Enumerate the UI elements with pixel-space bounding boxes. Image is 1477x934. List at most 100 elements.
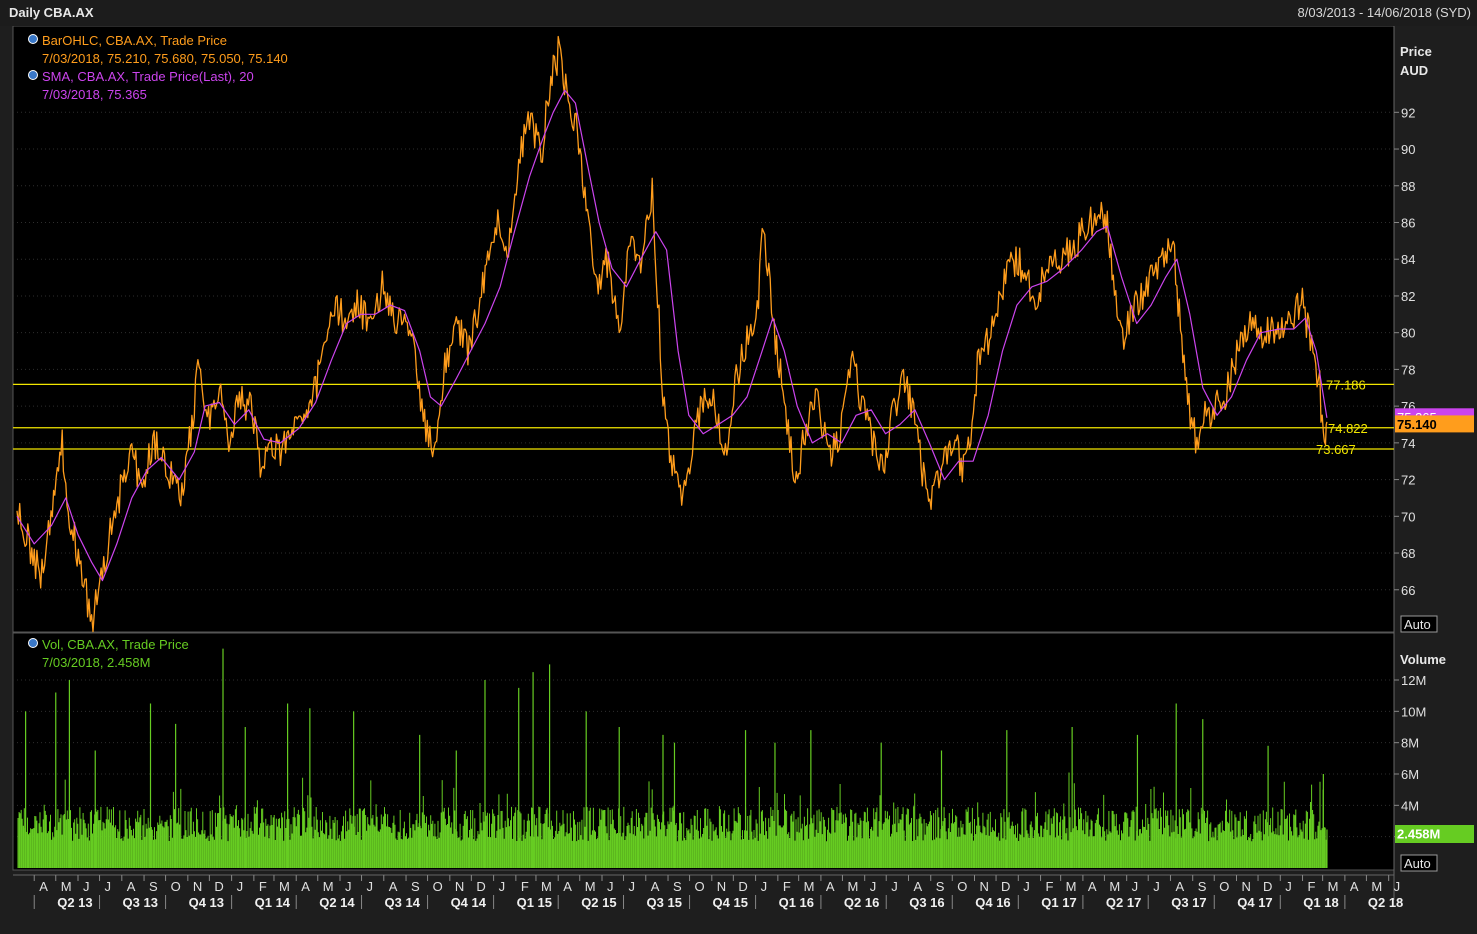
month-label: A — [389, 879, 398, 894]
month-label: S — [1198, 879, 1207, 894]
quarter-label: Q1 16 — [779, 895, 814, 910]
month-label: N — [980, 879, 989, 894]
quarter-label: Q2 13 — [57, 895, 92, 910]
legend-icon[interactable] — [28, 34, 38, 44]
reference-line-label: 73.667 — [1316, 442, 1356, 457]
month-label: J — [629, 879, 636, 894]
month-label: M — [847, 879, 858, 894]
month-label: J — [1132, 879, 1139, 894]
reference-line-label: 77.186 — [1326, 377, 1366, 392]
month-label: J — [761, 879, 768, 894]
price-axis-title: Price — [1400, 44, 1432, 59]
volume-tick-label: 12M — [1401, 673, 1426, 688]
month-label: A — [1088, 879, 1097, 894]
month-label: J — [1023, 879, 1030, 894]
price-tick-label: 72 — [1401, 473, 1415, 488]
month-label: A — [1350, 879, 1359, 894]
horizontal-lines: 77.186 74.822 73.667 — [13, 377, 1394, 457]
month-label: D — [1263, 879, 1272, 894]
volume-tick-label: 10M — [1401, 704, 1426, 719]
month-label: M — [804, 879, 815, 894]
quarter-label: Q2 17 — [1106, 895, 1141, 910]
legend-ohlc-label: BarOHLC, CBA.AX, Trade Price — [42, 33, 227, 48]
quarter-label: Q3 16 — [909, 895, 944, 910]
legend-icon[interactable] — [28, 70, 38, 80]
month-label: O — [695, 879, 705, 894]
last-price-marker: 75.140 — [1395, 415, 1474, 433]
month-label: J — [105, 879, 112, 894]
legend-volume-values: 7/03/2018, 2.458M — [42, 655, 150, 670]
month-label: J — [499, 879, 506, 894]
month-label: N — [1242, 879, 1251, 894]
volume-bars-base — [17, 772, 1327, 868]
month-label: A — [301, 879, 310, 894]
quarter-label: Q4 17 — [1237, 895, 1272, 910]
month-label: J — [345, 879, 352, 894]
price-tick-label: 90 — [1401, 142, 1415, 157]
month-label: M — [1109, 879, 1120, 894]
sma-line[interactable] — [16, 89, 1328, 582]
legend-volume-label: Vol, CBA.AX, Trade Price — [42, 637, 189, 652]
month-label: S — [149, 879, 158, 894]
month-label: M — [541, 879, 552, 894]
month-label: S — [411, 879, 420, 894]
month-label: D — [476, 879, 485, 894]
quarter-label: Q3 15 — [647, 895, 682, 910]
month-label: N — [455, 879, 464, 894]
quarter-label: Q3 14 — [385, 895, 421, 910]
month-label: F — [783, 879, 791, 894]
month-label: D — [1001, 879, 1010, 894]
price-legend: BarOHLC, CBA.AX, Trade Price 7/03/2018, … — [28, 33, 288, 102]
price-tick-label: 86 — [1401, 215, 1415, 230]
month-label: A — [127, 879, 136, 894]
price-tick-label: 74 — [1401, 436, 1415, 451]
month-label: J — [83, 879, 90, 894]
quarter-label: Q1 14 — [255, 895, 291, 910]
month-label: M — [1066, 879, 1077, 894]
price-auto-button[interactable]: Auto — [1400, 615, 1438, 633]
price-tick-label: 66 — [1401, 583, 1415, 598]
month-label: M — [323, 879, 334, 894]
month-label: D — [738, 879, 747, 894]
month-label: O — [957, 879, 967, 894]
svg-text:Auto: Auto — [1404, 856, 1431, 871]
volume-auto-button[interactable]: Auto — [1400, 854, 1438, 872]
quarter-label: Q4 16 — [975, 895, 1010, 910]
month-label: M — [61, 879, 72, 894]
month-label: S — [936, 879, 945, 894]
month-label: J — [237, 879, 244, 894]
month-label: S — [673, 879, 682, 894]
month-label: F — [259, 879, 267, 894]
quarter-label: Q1 18 — [1303, 895, 1338, 910]
quarter-label: Q2 14 — [319, 895, 355, 910]
month-label: A — [651, 879, 660, 894]
month-label: M — [1371, 879, 1382, 894]
month-label: A — [1175, 879, 1184, 894]
quarter-label: Q1 15 — [517, 895, 552, 910]
price-tick-label: 68 — [1401, 546, 1415, 561]
price-tick-label: 88 — [1401, 179, 1415, 194]
month-label: F — [1308, 879, 1316, 894]
month-label: N — [717, 879, 726, 894]
quarter-label: Q3 17 — [1171, 895, 1206, 910]
sma-series — [16, 89, 1328, 582]
price-tick-label: 92 — [1401, 105, 1415, 120]
volume-legend: Vol, CBA.AX, Trade Price 7/03/2018, 2.45… — [28, 637, 189, 670]
price-tick-label: 80 — [1401, 326, 1415, 341]
reference-line-label: 74.822 — [1328, 421, 1368, 436]
month-label: M — [1328, 879, 1339, 894]
month-label: D — [214, 879, 223, 894]
month-label: J — [870, 879, 877, 894]
legend-icon[interactable] — [28, 638, 38, 648]
volume-axis-title: Volume — [1400, 652, 1446, 667]
month-label: F — [521, 879, 529, 894]
month-label: A — [563, 879, 572, 894]
quarter-label: Q1 17 — [1041, 895, 1076, 910]
quarter-label: Q2 15 — [581, 895, 616, 910]
last-volume-marker: 2.458M — [1395, 825, 1474, 843]
month-label: J — [1394, 879, 1401, 894]
